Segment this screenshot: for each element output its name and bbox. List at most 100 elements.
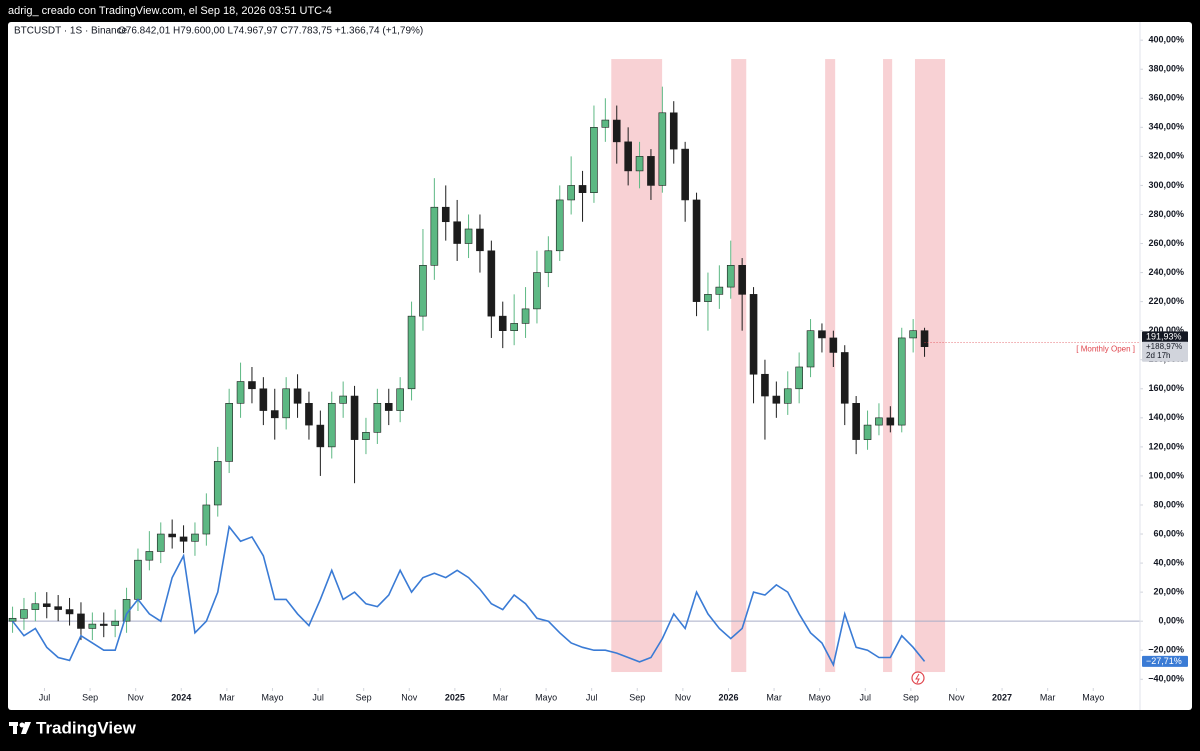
candle-body (156, 533, 165, 552)
countdown: 2d 17h (1146, 351, 1170, 360)
shaded-range (914, 59, 946, 673)
candle-body (259, 388, 268, 411)
candle-body (430, 206, 439, 266)
x-tick-label: Mayo (261, 692, 283, 702)
candle-body (327, 403, 336, 448)
y-tick-label: 120,00% (1148, 441, 1184, 451)
candle-body (818, 330, 826, 339)
candle-body (111, 620, 119, 626)
candle-body (88, 623, 97, 629)
candle-body (476, 228, 484, 252)
candle-body (270, 410, 279, 419)
x-tick-label: Mar (766, 692, 782, 702)
candle-body (840, 352, 849, 404)
line-last-tag (1142, 655, 1188, 667)
brand: TradingView (36, 718, 137, 737)
plot-area (8, 59, 1140, 673)
x-tick-label: Mar (1040, 692, 1056, 702)
candle-body (225, 403, 233, 462)
y-tick-label: 400,00% (1148, 35, 1184, 45)
candle-body (99, 623, 108, 626)
candle-body (612, 119, 621, 143)
x-tick-label: Mayo (535, 692, 557, 702)
line-last-label: −27,71% (1146, 656, 1182, 666)
logo-part (21, 722, 31, 734)
x-tick-label: Mar (219, 692, 235, 702)
candle-body (407, 315, 416, 390)
x-tick-label: Mayo (809, 692, 831, 702)
candle-body (396, 388, 404, 411)
y-tick-label: 140,00% (1148, 412, 1184, 422)
y-tick-label: −40,00% (1148, 674, 1184, 684)
x-tick-label: 2026 (718, 692, 738, 702)
candle-body (510, 323, 518, 331)
candle-body (909, 330, 917, 339)
candle-body (373, 403, 382, 433)
candle-body (635, 156, 644, 172)
candle-body (54, 606, 62, 610)
chart-title: BTCUSDT · 1S · Binance (14, 26, 128, 37)
logo-part (19, 722, 25, 728)
y-tick-label: 360,00% (1148, 93, 1184, 103)
candle-body (31, 603, 40, 610)
event-icon (915, 673, 920, 684)
candle-body (886, 417, 895, 426)
candle-body (749, 294, 758, 375)
shaded-range (825, 59, 836, 673)
candle-body (362, 432, 370, 440)
candle-body (316, 424, 325, 448)
candle-body (179, 536, 188, 542)
candle-body (339, 395, 347, 404)
candle-body (761, 373, 769, 397)
x-tick-label: 2024 (171, 692, 191, 702)
y-tick-label: 340,00% (1148, 122, 1184, 132)
y-tick-label: 240,00% (1148, 267, 1184, 277)
shaded-range (611, 59, 663, 673)
candle-body (692, 199, 701, 302)
x-tick-label: Sep (903, 692, 919, 702)
candle-body (77, 613, 85, 629)
x-tick-label: Nov (948, 692, 965, 702)
candle-body (350, 395, 359, 440)
x-tick-label: Sep (356, 692, 372, 702)
y-tick-label: 60,00% (1153, 528, 1184, 538)
reference-tag-label: 191,93% (1146, 331, 1182, 341)
candle-body (601, 119, 610, 128)
candle-body (145, 551, 154, 561)
x-tick-label: Mayo (1082, 692, 1104, 702)
candle-body (453, 221, 461, 244)
candle-body (590, 127, 598, 193)
event-marker (911, 671, 925, 685)
x-tick-label: Nov (675, 692, 692, 702)
candle-body (726, 265, 735, 288)
candle-body (829, 337, 838, 353)
y-tick-label: 20,00% (1153, 587, 1184, 597)
x-tick-label: Sep (82, 692, 98, 702)
candle-body (669, 112, 678, 150)
candle-body (134, 559, 142, 600)
x-tick-label: Jul (860, 692, 872, 702)
candle-body (191, 533, 199, 542)
y-tick-label: −20,00% (1148, 645, 1184, 655)
x-tick-label: 2027 (992, 692, 1012, 702)
candle-body (658, 112, 667, 186)
y-tick-label: 260,00% (1148, 238, 1184, 248)
candle-body (624, 141, 632, 172)
x-tick-label: Nov (401, 692, 418, 702)
candle-body (168, 533, 176, 538)
candle-body (202, 504, 211, 535)
y-tick-label: 280,00% (1148, 209, 1184, 219)
y-tick-label: 380,00% (1148, 64, 1184, 74)
reference-tag (1142, 331, 1188, 343)
candle-body (920, 330, 929, 347)
candle-body (806, 330, 815, 368)
last-price-tag (1142, 341, 1188, 362)
shaded-range (883, 59, 893, 673)
candle-body (897, 337, 906, 426)
candle-body (419, 265, 427, 317)
candle-body (293, 388, 302, 404)
candle-body (441, 206, 450, 223)
candle-body (852, 403, 860, 440)
candle-body (521, 308, 530, 324)
y-tick-label: 100,00% (1148, 470, 1184, 480)
